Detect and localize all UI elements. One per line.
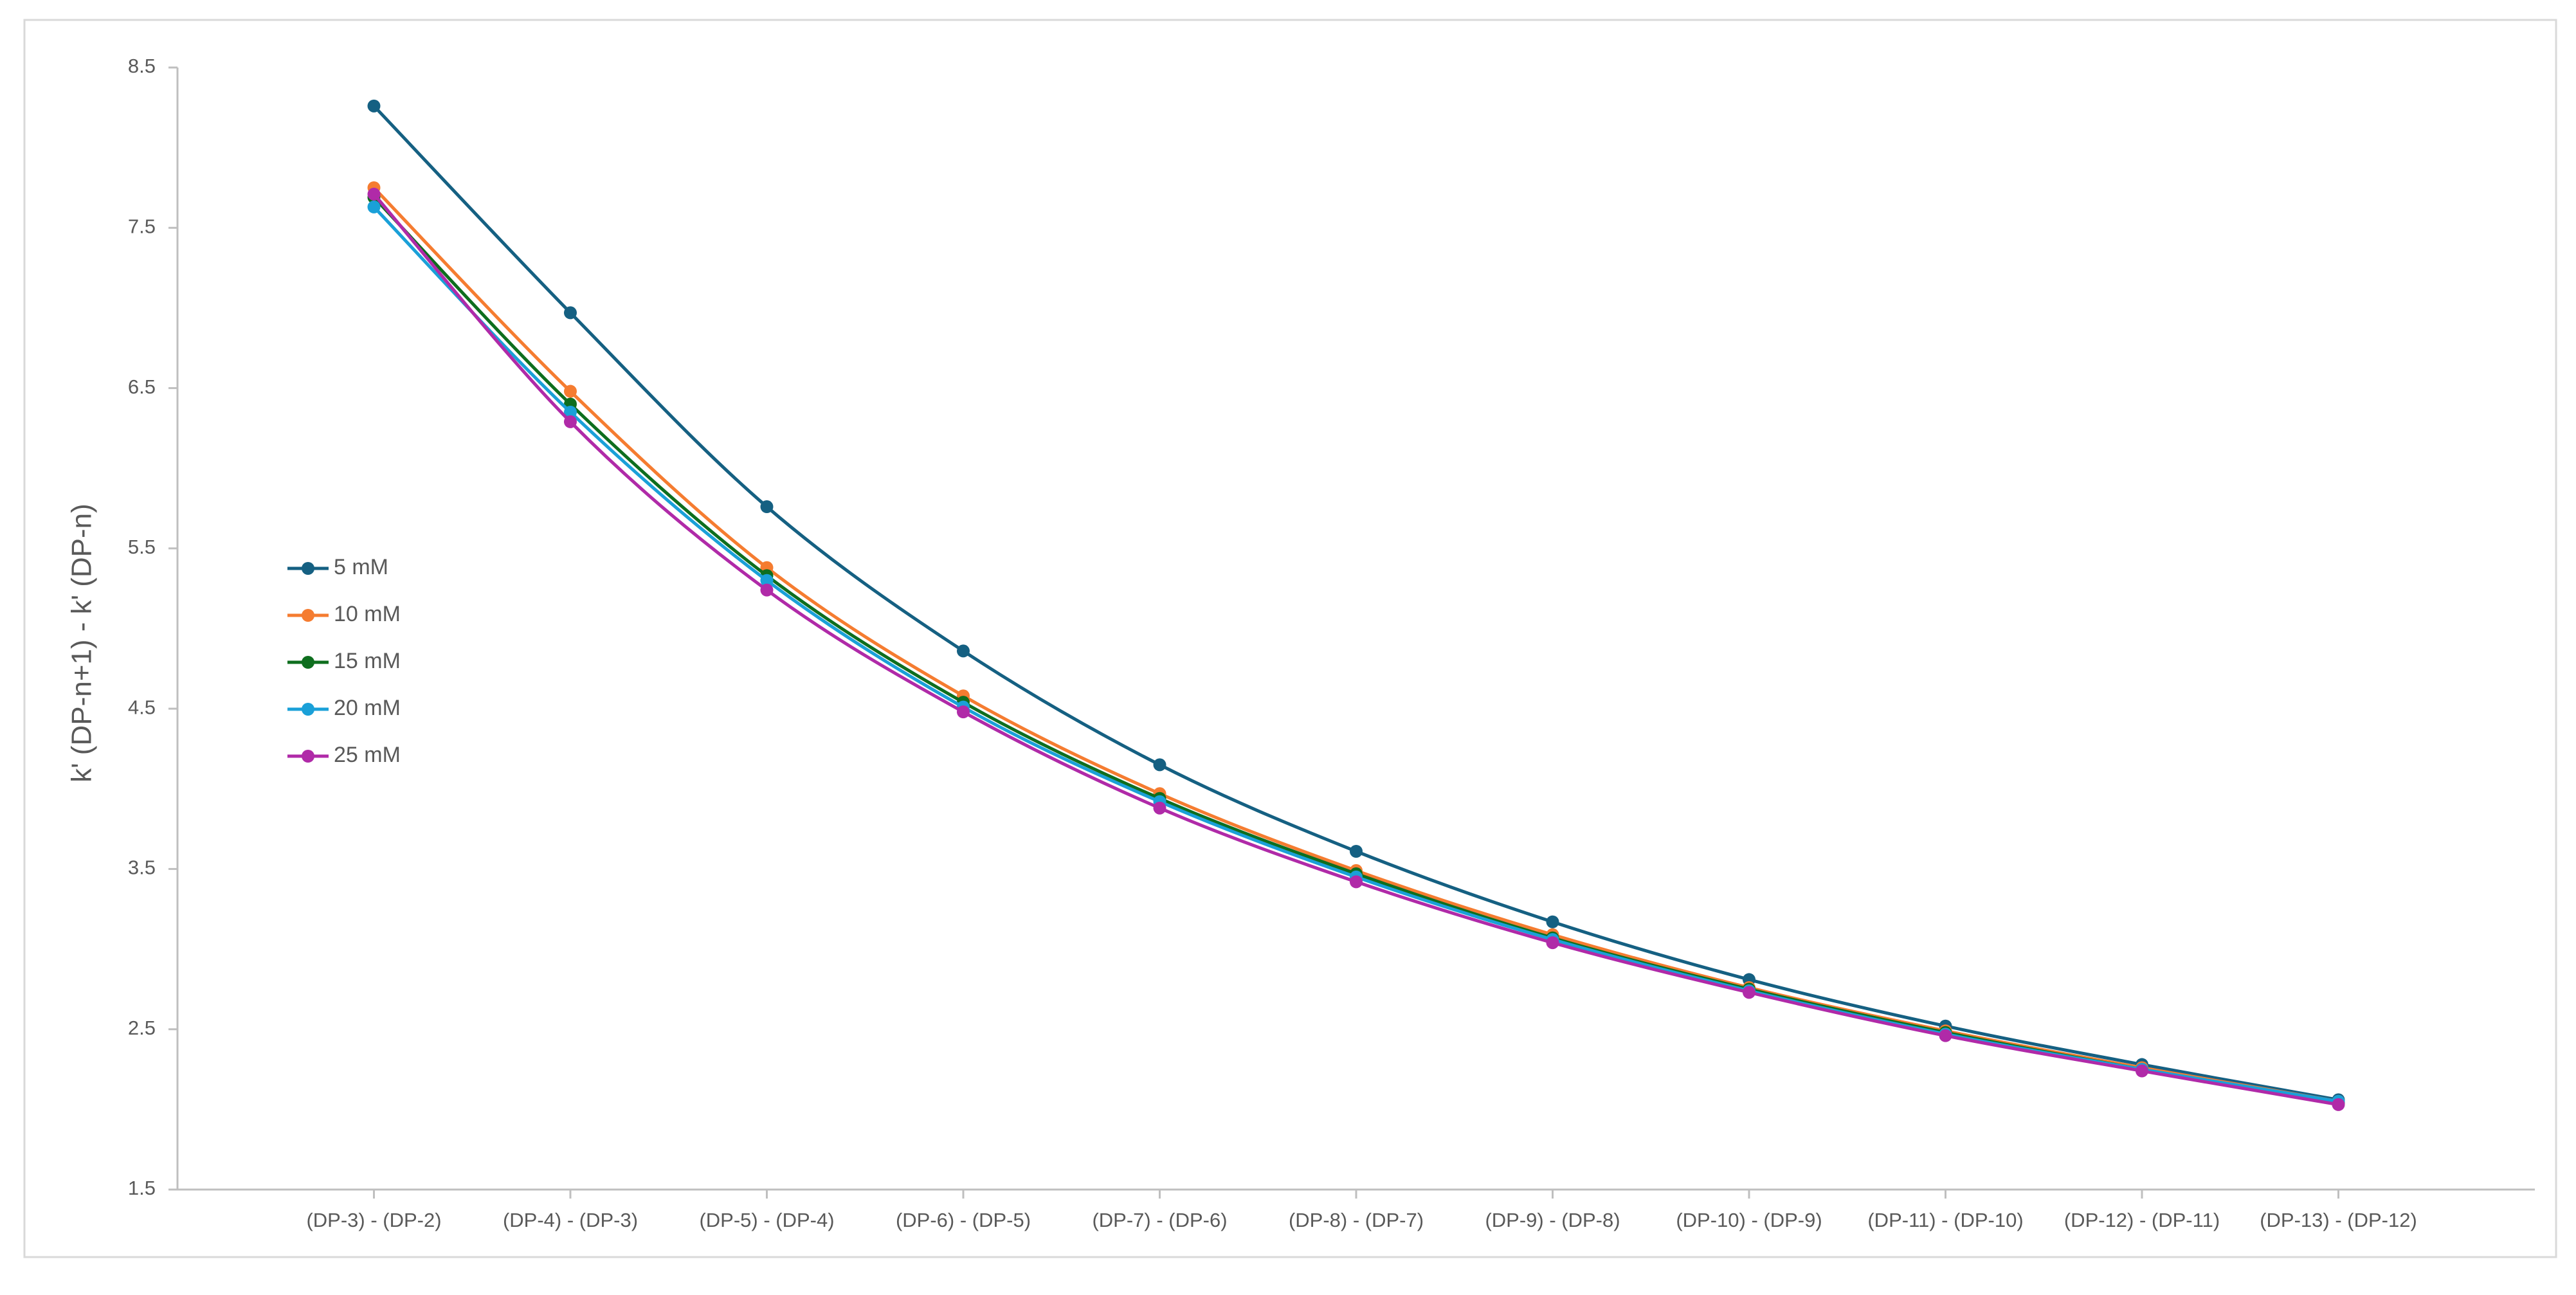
x-tick-label: (DP-5) - (DP-4) [699, 1209, 834, 1231]
x-tick-label: (DP-6) - (DP-5) [896, 1209, 1031, 1231]
series-line [372, 105, 2339, 1101]
legend-label: 5 mM [334, 555, 388, 579]
x-tick-label: (DP-3) - (DP-2) [306, 1209, 441, 1231]
legend-marker [302, 750, 314, 763]
data-point [2332, 1098, 2345, 1111]
legend-marker [302, 656, 314, 669]
x-tick-label: (DP-13) - (DP-12) [2260, 1209, 2417, 1231]
legend-label: 10 mM [334, 602, 401, 626]
data-point [564, 385, 577, 398]
data-point [760, 500, 774, 514]
x-tick-label: (DP-8) - (DP-7) [1289, 1209, 1424, 1231]
chart-border [23, 19, 2557, 1258]
data-point [1743, 986, 1755, 999]
legend-label: 20 mM [334, 696, 401, 720]
x-tick-label: (DP-4) - (DP-3) [503, 1209, 638, 1231]
data-point [760, 574, 774, 587]
y-tick-label: 3.5 [128, 856, 156, 879]
data-point [760, 583, 774, 597]
x-tick-label: (DP-9) - (DP-8) [1485, 1209, 1620, 1231]
data-point [1350, 845, 1363, 858]
data-point [1350, 875, 1363, 889]
legend-marker [302, 703, 314, 716]
legend-marker [302, 609, 314, 622]
data-point [957, 705, 970, 719]
series-line [372, 193, 2339, 1107]
x-tick-label: (DP-12) - (DP-11) [2064, 1209, 2220, 1231]
y-axis-title: k' (DP-n+1) - k' (DP-n) [66, 503, 98, 783]
x-tick-label: (DP-7) - (DP-6) [1092, 1209, 1227, 1231]
legend-label: 25 mM [334, 743, 401, 767]
y-tick-label: 6.5 [128, 376, 156, 398]
data-point [564, 306, 577, 320]
legend-marker [302, 562, 314, 575]
data-point [367, 200, 381, 213]
data-point [1153, 758, 1166, 772]
data-point [957, 644, 970, 658]
data-point [367, 99, 381, 113]
data-point [1939, 1029, 1952, 1042]
data-point [564, 415, 577, 428]
data-point [564, 405, 577, 419]
data-point [2136, 1064, 2148, 1078]
data-point [1546, 936, 1559, 950]
y-tick-label: 5.5 [128, 536, 156, 558]
x-tick-label: (DP-11) - (DP-10) [1867, 1209, 2023, 1231]
x-tick-label: (DP-10) - (DP-9) [1676, 1209, 1822, 1231]
data-point [1153, 801, 1166, 815]
legend-label: 15 mM [334, 649, 401, 673]
y-tick-label: 2.5 [128, 1017, 156, 1039]
data-point [367, 187, 381, 201]
data-point [1546, 915, 1559, 928]
y-tick-label: 1.5 [128, 1177, 156, 1199]
y-tick-label: 8.5 [128, 55, 156, 77]
y-tick-label: 4.5 [128, 696, 156, 718]
y-tick-label: 7.5 [128, 215, 156, 237]
